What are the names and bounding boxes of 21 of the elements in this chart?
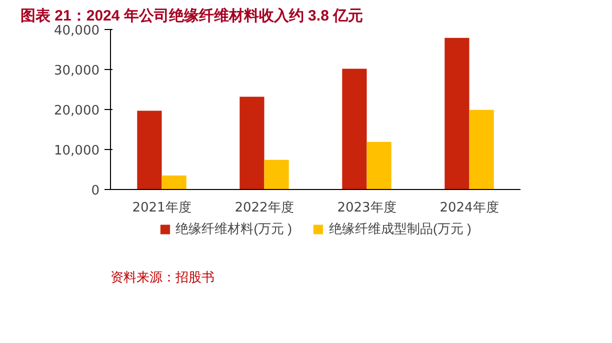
bar [162, 176, 186, 190]
legend-label: 绝缘纤维材料(万元 ) [176, 220, 292, 238]
bar [366, 142, 392, 190]
bar [342, 68, 367, 190]
x-tick-label: 2021年度 [132, 200, 192, 216]
x-tick-label: 2023年度 [337, 200, 396, 216]
bar [264, 160, 289, 190]
x-tick-label: 2022年度 [234, 200, 294, 216]
y-tick-label: 20,000 [54, 104, 100, 118]
x-tick-label: 2024年度 [440, 200, 499, 216]
legend-label: 绝缘纤维成型制品(万元 ) [329, 220, 472, 238]
chart-title: 图表 21：2024 年公司绝缘纤维材料收入约 3.8 亿元 [20, 6, 364, 24]
text: 资料来源：招股书 [110, 270, 214, 284]
y-tick-label: 40,000 [54, 24, 100, 38]
y-tick-label: 10,000 [54, 144, 100, 158]
bar [444, 38, 470, 190]
bar [469, 110, 494, 190]
y-tick-label: 0 [91, 184, 100, 198]
bar [240, 96, 264, 190]
bar [137, 110, 162, 190]
y-tick-label: 30,000 [54, 64, 100, 78]
